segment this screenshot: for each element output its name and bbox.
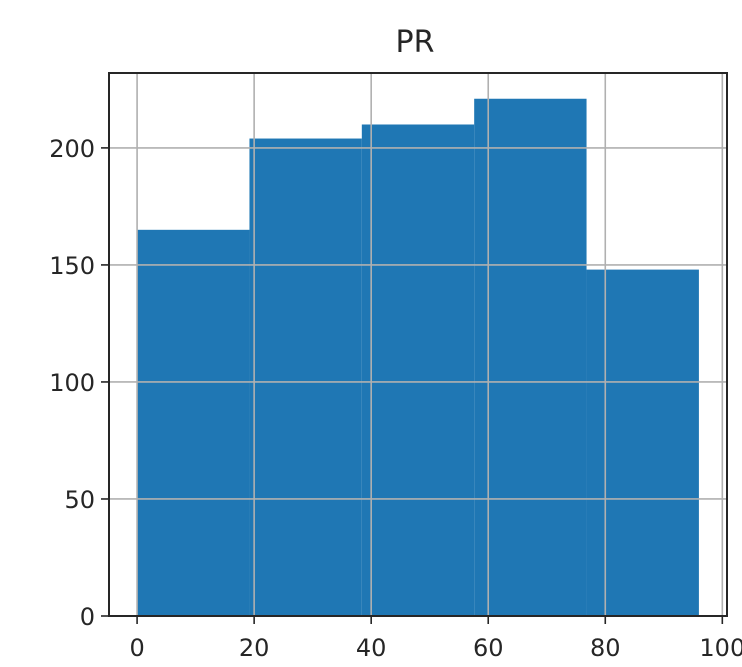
x-tick-label-0: 0	[129, 634, 144, 662]
x-tick-label-3: 60	[473, 634, 504, 662]
y-axis-ticks: 0 50 100 150 200	[49, 135, 109, 631]
x-tick-label-1: 20	[239, 634, 270, 662]
y-tick-label-2: 100	[49, 369, 95, 397]
bar-1	[249, 138, 362, 616]
chart-title: PR	[396, 25, 435, 60]
bars-group	[137, 98, 699, 617]
y-tick-label-0: 0	[80, 603, 95, 631]
bar-3	[474, 98, 587, 617]
y-tick-label-4: 200	[49, 135, 95, 163]
plot-frame	[108, 72, 728, 617]
x-tick-label-5: 100	[699, 634, 742, 662]
bar-0	[137, 229, 250, 617]
y-tick-label-3: 150	[49, 252, 95, 280]
x-tick-label-4: 80	[590, 634, 621, 662]
x-axis-ticks: 0 20 40 60 80 100	[129, 616, 742, 662]
x-tick-label-2: 40	[356, 634, 387, 662]
y-tick-label-1: 50	[64, 486, 95, 514]
bar-2	[361, 124, 475, 616]
bar-4	[586, 269, 699, 616]
